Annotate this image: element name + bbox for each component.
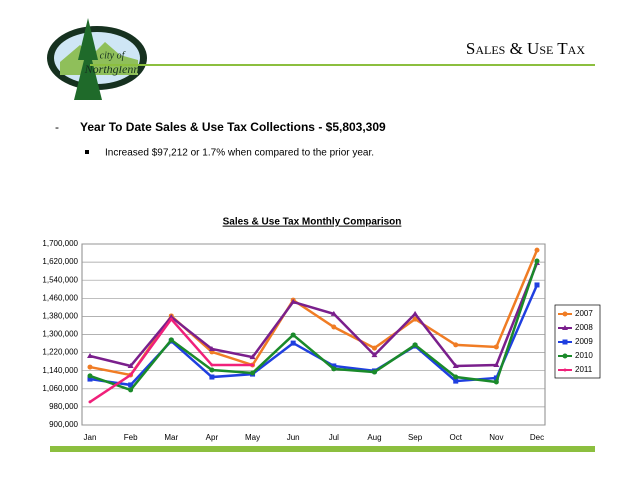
- y-tick-label: 980,000: [49, 402, 78, 411]
- point: [563, 368, 567, 372]
- x-tick-label: May: [245, 433, 260, 442]
- x-tick-label: Sep: [408, 433, 423, 442]
- point: [209, 374, 215, 380]
- chart-title: Sales & Use Tax Monthly Comparison: [223, 217, 402, 228]
- point: [168, 337, 174, 343]
- point: [493, 362, 500, 368]
- legend-label: 2011: [575, 365, 593, 374]
- point: [412, 316, 418, 322]
- point: [534, 258, 540, 264]
- series-line: [89, 262, 539, 368]
- y-tick-label: 1,060,000: [42, 384, 78, 393]
- point: [412, 310, 419, 316]
- legend-label: 2007: [575, 309, 593, 318]
- point: [453, 342, 459, 348]
- point: [371, 352, 378, 358]
- point: [210, 363, 214, 367]
- point: [371, 345, 377, 351]
- logo-mountain: [60, 42, 138, 75]
- header-rule: [90, 64, 595, 66]
- point: [209, 367, 215, 373]
- x-tick-label: Dec: [530, 433, 544, 442]
- bullet-sub: Increased $97,212 or 1.7% when compared …: [105, 148, 374, 159]
- point: [251, 363, 255, 367]
- point: [493, 379, 499, 385]
- logo: city of Northglenn: [47, 18, 147, 100]
- point: [249, 354, 256, 360]
- point: [562, 325, 568, 330]
- x-tick-label: Jul: [329, 433, 339, 442]
- point: [290, 332, 296, 338]
- legend-label: 2008: [575, 323, 593, 332]
- y-tick-label: 1,300,000: [42, 330, 78, 339]
- y-tick-label: 1,220,000: [42, 348, 78, 357]
- point: [127, 362, 134, 368]
- point: [88, 400, 92, 404]
- point: [87, 376, 93, 382]
- legend-label: 2010: [575, 351, 593, 360]
- point: [330, 310, 337, 316]
- logo-tree: [74, 18, 102, 100]
- y-tick-label: 1,460,000: [42, 293, 78, 302]
- bullet-square: [85, 150, 89, 154]
- x-tick-label: Mar: [164, 433, 178, 442]
- y-tick-label: 1,380,000: [42, 312, 78, 321]
- point: [453, 374, 459, 380]
- y-tick-label: 1,140,000: [42, 366, 78, 375]
- legend-label: 2009: [575, 337, 593, 346]
- point: [453, 378, 459, 384]
- point: [331, 324, 337, 330]
- point: [208, 345, 215, 351]
- point: [250, 370, 256, 376]
- point: [128, 387, 134, 393]
- point: [128, 382, 134, 388]
- y-tick-label: 1,620,000: [42, 257, 78, 266]
- point: [562, 339, 568, 345]
- point: [129, 373, 133, 377]
- point: [493, 375, 499, 381]
- x-tick-label: Feb: [124, 433, 138, 442]
- point: [534, 282, 540, 288]
- logo-text: Northglenn: [84, 62, 140, 76]
- point: [87, 364, 93, 370]
- point: [562, 353, 568, 359]
- y-tick-label: 900,000: [49, 420, 78, 429]
- point: [562, 311, 568, 317]
- x-tick-label: Apr: [206, 433, 219, 442]
- point: [168, 314, 175, 320]
- y-tick-label: 1,700,000: [42, 239, 78, 248]
- x-tick-label: Jan: [84, 433, 97, 442]
- series-line: [89, 260, 539, 392]
- y-tick-label: 1,540,000: [42, 275, 78, 284]
- point: [169, 317, 173, 321]
- footer-rule: [50, 446, 595, 452]
- point: [412, 342, 418, 348]
- point: [290, 340, 296, 346]
- point: [534, 247, 540, 253]
- x-tick-label: Nov: [489, 433, 503, 442]
- point: [331, 363, 337, 369]
- x-tick-label: Jun: [287, 433, 300, 442]
- logo-text: city of: [100, 50, 126, 61]
- point: [87, 352, 93, 358]
- point: [493, 344, 499, 350]
- x-tick-label: Oct: [450, 433, 463, 442]
- point: [87, 373, 93, 379]
- bullet-dash: -: [55, 120, 59, 134]
- point: [371, 369, 377, 375]
- slide-title: Sales & Use Tax: [466, 39, 585, 58]
- bullet-main: Year To Date Sales & Use Tax Collections…: [80, 120, 386, 134]
- point: [331, 366, 337, 372]
- point: [452, 362, 459, 368]
- x-tick-label: Aug: [367, 433, 381, 442]
- point: [290, 298, 297, 304]
